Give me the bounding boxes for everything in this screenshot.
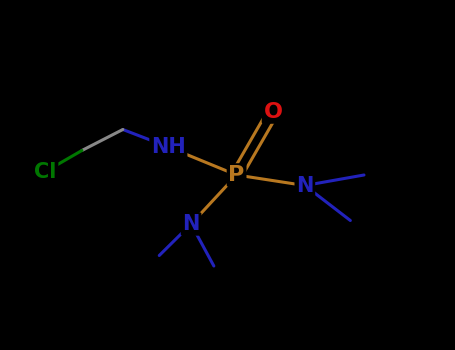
- Text: O: O: [263, 102, 283, 122]
- Text: Cl: Cl: [34, 161, 57, 182]
- Text: P: P: [228, 165, 245, 185]
- Text: N: N: [296, 175, 313, 196]
- Text: N: N: [182, 214, 200, 234]
- Text: NH: NH: [151, 137, 186, 157]
